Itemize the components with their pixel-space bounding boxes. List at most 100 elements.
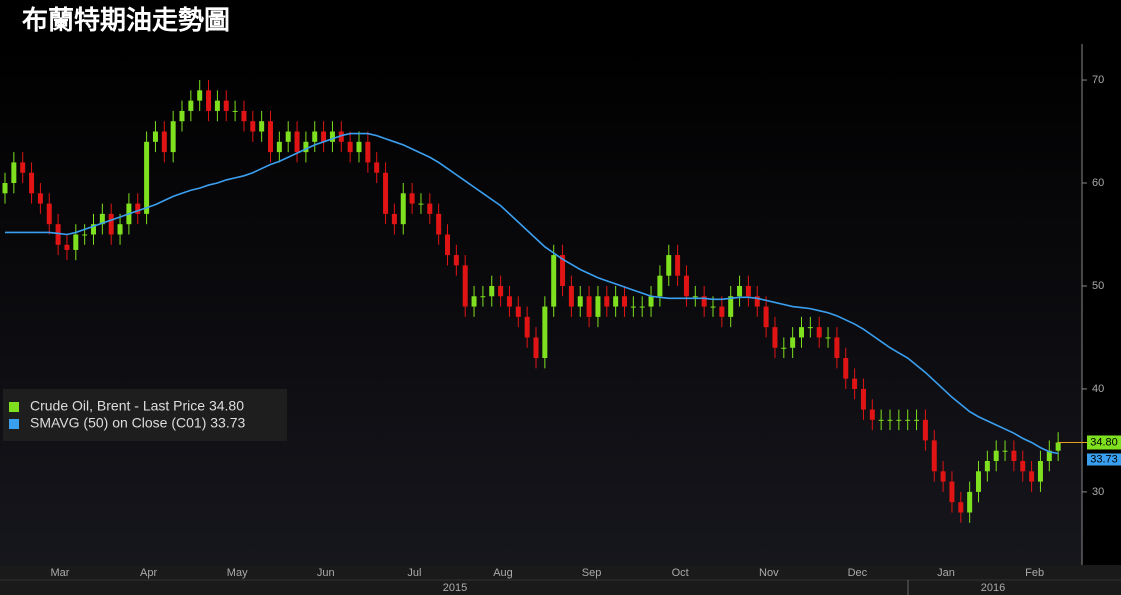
candle-body [560, 255, 566, 286]
year-label: 2015 [443, 582, 467, 594]
x-tick-label: Feb [1025, 567, 1044, 579]
x-tick-label: Apr [140, 567, 157, 579]
candle-body [568, 285, 574, 307]
candle-body [55, 224, 61, 245]
last-price-tag [1087, 435, 1121, 450]
candle-body [462, 265, 468, 307]
plot-area [0, 44, 1082, 565]
sma-line [5, 132, 1059, 455]
candle-body [206, 90, 212, 111]
x-tick-label: Dec [848, 567, 868, 579]
candle-body [1037, 461, 1043, 482]
y-tick-label: 50 [1092, 280, 1104, 292]
x-tick-label: Aug [493, 567, 513, 579]
candle-body [117, 224, 123, 235]
candle-body [391, 213, 397, 225]
candle-body [170, 121, 176, 153]
candle-body [887, 419, 893, 421]
candle-body [179, 110, 185, 122]
candle-body [418, 203, 424, 205]
legend-swatch [9, 419, 19, 429]
candle-body [648, 296, 654, 307]
candle-body [604, 296, 610, 307]
candle-body [515, 306, 521, 317]
last-price-label: 34.80 [1090, 436, 1118, 448]
candle-body [152, 131, 158, 142]
candle-body [683, 275, 689, 297]
candle-body [922, 419, 928, 441]
candle-body [108, 213, 114, 235]
candle-body [701, 296, 707, 307]
candle-body [285, 131, 291, 142]
candle-body [542, 306, 548, 359]
candle-body [807, 327, 813, 329]
candle-body [984, 461, 990, 472]
candle-body [82, 234, 88, 236]
candle-body [958, 502, 964, 513]
candle-body [1046, 450, 1052, 462]
candle-body [259, 121, 265, 132]
candle-body [745, 285, 751, 297]
candle-body [347, 141, 353, 153]
candle-body [949, 481, 955, 503]
candle-body [374, 162, 380, 173]
candle-body [99, 213, 105, 225]
candle-body [533, 337, 539, 359]
x-tick-label: Oct [672, 567, 689, 579]
x-tick-label: May [227, 567, 248, 579]
x-tick-label: Jun [317, 567, 335, 579]
y-tick-label: 60 [1092, 177, 1104, 189]
candle-body [214, 100, 220, 111]
candle-body [577, 296, 583, 307]
legend [3, 389, 287, 441]
candle-body [613, 296, 619, 307]
candle-body [622, 296, 627, 307]
candle-body [232, 110, 238, 112]
candle-body [471, 296, 477, 307]
candle-body [91, 224, 96, 235]
sma-tag [1087, 453, 1121, 466]
candle-body [905, 419, 911, 421]
candle-body [161, 131, 167, 153]
candle-body [303, 141, 309, 153]
candle-body [878, 419, 884, 421]
candle-body [241, 110, 247, 122]
candle-body [11, 162, 17, 184]
candle-body [64, 244, 70, 250]
candle-body [46, 203, 52, 225]
candle-body [1002, 450, 1008, 452]
candle-body [250, 121, 256, 132]
candle-body [816, 327, 822, 338]
legend-label: Crude Oil, Brent - Last Price 34.80 [30, 398, 244, 414]
candle-body [931, 440, 937, 472]
candle-body [675, 255, 681, 276]
candle-body [400, 193, 406, 225]
candle-body [506, 296, 512, 307]
candle-body [489, 285, 495, 297]
candle-body [37, 193, 43, 204]
candle-body [1011, 450, 1017, 462]
candle-body [135, 203, 141, 214]
candle-body [197, 90, 203, 101]
candle-body [993, 450, 999, 462]
candle-body [356, 141, 362, 153]
candle-body [436, 213, 442, 235]
candle-body [860, 388, 866, 410]
candle-body [338, 131, 344, 142]
candle-body [781, 347, 787, 349]
candle-body [719, 306, 725, 317]
candle-body [896, 419, 902, 421]
candle-body [294, 131, 300, 153]
candle-body [692, 296, 698, 298]
candle-body [312, 131, 318, 142]
candle-body [967, 491, 973, 513]
candle-body [498, 285, 504, 297]
x-tick-label: Jan [937, 567, 955, 579]
candle-body [321, 131, 327, 142]
sma-label: 33.73 [1090, 453, 1118, 465]
candle-body [630, 306, 636, 308]
candle-body [772, 327, 778, 348]
candle-body [383, 172, 389, 214]
candle-body [763, 306, 769, 328]
